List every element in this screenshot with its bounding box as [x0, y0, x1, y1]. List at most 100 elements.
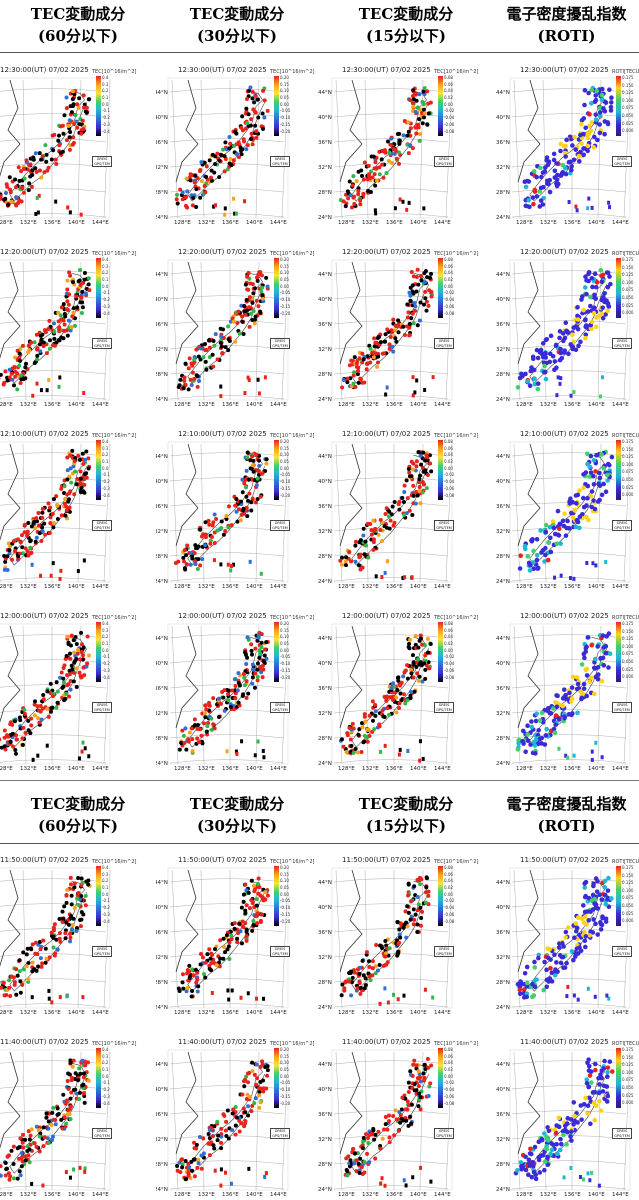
observation-point: [87, 288, 92, 293]
observation-point: [594, 889, 600, 894]
source-label: GREIS GPS/TEM: [92, 946, 112, 957]
latitude-line: [511, 1060, 627, 1065]
observation-point: [543, 552, 548, 558]
observation-point: [235, 321, 240, 326]
colorbar-tick-label: -0.04: [444, 479, 455, 485]
observation-point: [418, 923, 423, 928]
longitude-label: 128°E: [0, 220, 13, 226]
header-subtitle: (15分以下): [365, 817, 447, 835]
island-station: [47, 988, 51, 993]
observation-point: [600, 272, 606, 278]
colorbar-tick-label: 0.100: [622, 887, 634, 893]
map-panel: 12:30:00(UT) 07/02 2025 TEC[10^16/m^2] 0.4…: [0, 58, 156, 240]
observation-point: [522, 543, 528, 549]
longitude-line: [22, 625, 27, 765]
map-frame: [0, 77, 111, 219]
colorbar-tick-label: 0.2: [102, 1060, 109, 1066]
observation-point: [26, 718, 31, 723]
observation-point: [55, 947, 60, 952]
longitude-label: 132°E: [198, 584, 215, 590]
observation-point: [393, 336, 398, 341]
colorbar-tick-label: 0.150: [622, 82, 634, 88]
observation-point: [222, 169, 227, 174]
latitude-line: [333, 370, 449, 375]
colorbar-title: TEC[10^16/m^2]: [434, 1041, 479, 1047]
observation-point: [544, 967, 549, 973]
observation-point: [546, 705, 551, 711]
latitude-line: [511, 452, 627, 457]
continent-coastline: [339, 79, 363, 183]
observation-point: [407, 470, 412, 475]
observation-point: [76, 875, 81, 880]
colorbar: [438, 622, 443, 682]
observation-point: [406, 1080, 411, 1085]
observation-point: [543, 350, 548, 356]
observation-point: [65, 333, 70, 338]
longitude-line: [542, 1051, 547, 1191]
observation-point: [241, 899, 246, 904]
longitude-line: [597, 625, 602, 765]
colorbar-tick-label: -0.06: [444, 911, 455, 917]
longitude-label: 132°E: [362, 1192, 379, 1198]
observation-point: [589, 642, 594, 648]
island-station: [51, 561, 55, 566]
observation-point: [2, 728, 7, 733]
colorbar-tick-label: -0.10: [280, 115, 291, 121]
observation-point: [423, 900, 428, 905]
observation-point: [393, 148, 398, 153]
latitude-label: 36°N: [156, 322, 168, 328]
observation-point: [44, 152, 49, 157]
colorbar-title: TEC[10^16/m^2]: [270, 69, 315, 75]
observation-point: [70, 104, 75, 109]
observation-point: [211, 364, 216, 369]
observation-point: [243, 1110, 248, 1115]
observation-point: [17, 351, 22, 356]
colorbar-tick-label: 0.125: [622, 90, 634, 96]
observation-point: [417, 1072, 422, 1077]
island-station: [78, 756, 82, 761]
observation-point: [222, 1113, 227, 1118]
observation-point: [48, 515, 53, 520]
observation-point: [352, 201, 357, 206]
map-panel: 12:20:00(UT) 07/02 2025ROTI[TECU/min]0.1…: [494, 240, 639, 422]
observation-point: [69, 913, 74, 918]
latitude-line: [169, 953, 285, 958]
observation-point: [376, 335, 381, 340]
longitude-line: [445, 79, 453, 219]
observation-point: [411, 88, 416, 93]
longitude-line: [103, 443, 111, 583]
latitude-label: 36°N: [156, 140, 168, 146]
observation-point: [582, 914, 588, 920]
observation-point: [408, 693, 413, 698]
colorbar-tick-label: 0.05: [280, 1067, 289, 1073]
observation-point: [396, 675, 401, 680]
observation-point: [82, 277, 87, 282]
observation-point: [519, 371, 524, 377]
observation-point: [27, 181, 32, 186]
observation-point: [407, 333, 412, 338]
observation-point: [69, 325, 74, 330]
observation-point: [63, 931, 68, 936]
observation-point: [210, 352, 215, 357]
observation-point: [426, 1093, 431, 1098]
observation-point: [341, 744, 346, 749]
observation-point: [593, 469, 598, 474]
observation-point: [525, 723, 530, 729]
observation-point: [375, 364, 380, 369]
observation-point: [82, 482, 87, 487]
header-col-30min: TEC変動成分 (30分以下): [156, 0, 318, 50]
latitude-label: 44°N: [496, 880, 510, 886]
observation-point: [352, 1161, 357, 1166]
island-station: [30, 562, 34, 567]
colorbar-title: TEC[10^16/m^2]: [92, 859, 137, 865]
island-station: [219, 1167, 223, 1172]
map-timestamp: 12:10:00(UT) 07/02 2025: [0, 430, 89, 438]
observation-point: [359, 168, 364, 173]
longitude-label: 132°E: [20, 766, 37, 772]
observation-point: [546, 979, 551, 984]
latitude-line: [169, 1085, 285, 1090]
observation-point: [32, 361, 37, 366]
